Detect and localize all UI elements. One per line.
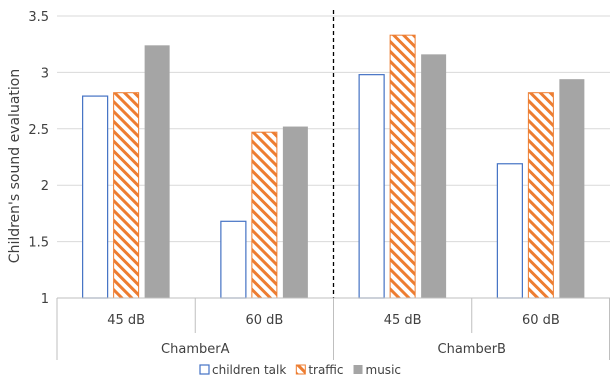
bar-music [559,79,585,298]
y-tick-label: 1 [41,292,49,307]
legend-swatch-children-talk [199,364,210,375]
category-label: 45 dB [384,313,422,328]
legend-swatch-music [353,365,363,374]
bar-children-talk [220,220,247,299]
bar-traffic [527,92,554,299]
x-axis [56,297,610,360]
group-label: ChamberA [161,342,230,357]
y-tick-label: 2.5 [28,123,49,138]
group-label: ChamberB [438,342,506,357]
bars [82,34,585,299]
category-label: 60 dB [245,313,283,328]
y-axis-label: Children's sound evaluation [7,69,23,263]
category-label: 60 dB [522,313,560,328]
y-tick-label: 3.5 [28,10,49,25]
bar-traffic [251,131,278,299]
bar-traffic [113,92,140,299]
x-axis-category-labels: 45 dB 60 dB 45 dB 60 dB [107,313,560,328]
y-tick-label: 1.5 [28,236,49,251]
x-axis-group-labels: ChamberA ChamberB [161,342,506,357]
bar-music [282,126,308,298]
bar-music [144,45,170,298]
legend: children talk traffic music [199,363,401,377]
y-tick-label: 3 [41,66,49,81]
bar-music [421,54,447,298]
bar-children-talk [358,74,385,299]
y-axis-ticks: 1 1.5 2 2.5 3 3.5 [28,10,49,307]
category-label: 45 dB [107,313,145,328]
bar-traffic [389,34,416,299]
legend-label: traffic [308,363,343,377]
bar-children-talk [496,163,523,299]
y-tick-label: 2 [41,179,49,194]
legend-swatch-traffic [295,364,306,375]
legend-label: children talk [212,363,286,377]
legend-label: music [366,363,401,377]
bar-children-talk [82,95,109,299]
